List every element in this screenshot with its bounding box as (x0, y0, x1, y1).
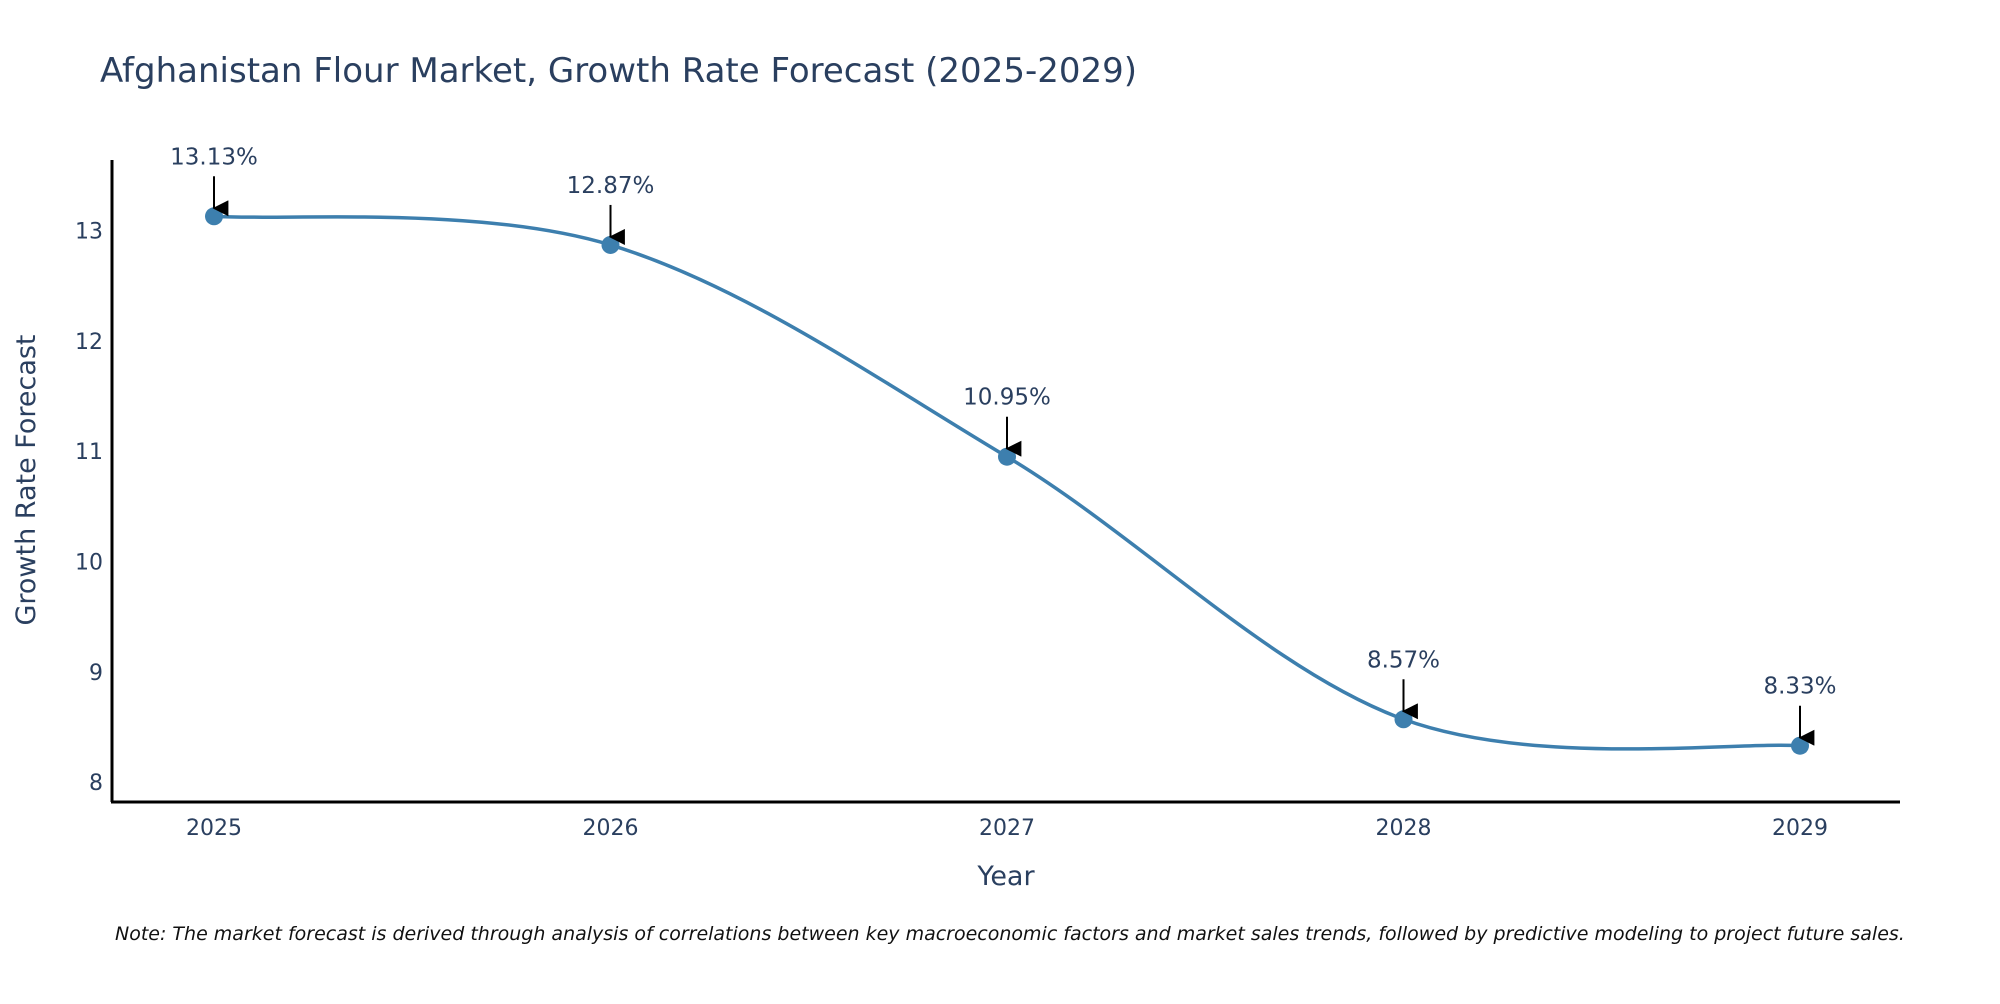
x-tick-label: 2028 (1376, 816, 1432, 841)
data-label: 13.13% (170, 144, 258, 170)
x-tick-label: 2025 (186, 816, 242, 841)
y-tick-label: 13 (75, 220, 103, 245)
y-axis-title: Growth Rate Forecast (11, 334, 42, 625)
data-point[interactable] (998, 447, 1016, 466)
y-tick-label: 12 (75, 330, 103, 355)
y-tick-label: 9 (89, 661, 103, 686)
chart-title: Afghanistan Flour Market, Growth Rate Fo… (100, 51, 1137, 91)
series-line (213, 214, 1801, 751)
y-tick-labels: 8 9 10 11 12 13 (75, 220, 103, 797)
data-label: 8.57% (1367, 647, 1440, 673)
x-tick-label: 2029 (1772, 816, 1828, 841)
x-tick-label: 2027 (979, 816, 1035, 841)
series-growth-rate (205, 207, 1809, 755)
footnote: Note: The market forecast is derived thr… (115, 923, 1905, 945)
x-tick-labels: 2025 2026 2027 2028 2029 (186, 816, 1828, 841)
data-point[interactable] (1791, 736, 1809, 755)
data-point[interactable] (601, 235, 620, 254)
y-tick-label: 11 (75, 440, 103, 465)
x-tick-label: 2026 (583, 816, 639, 841)
data-point[interactable] (1394, 710, 1413, 729)
data-label: 8.33% (1763, 674, 1836, 700)
data-label: 10.95% (963, 385, 1051, 411)
data-label-annotations: 13.13% 12.87% 10.95% 8.57% 8.33% (170, 144, 1837, 746)
y-tick-label: 10 (75, 551, 103, 576)
x-axis-title: Year (976, 861, 1035, 892)
y-tick-label: 8 (89, 771, 103, 796)
data-point[interactable] (205, 207, 223, 226)
data-label: 12.87% (567, 173, 655, 199)
